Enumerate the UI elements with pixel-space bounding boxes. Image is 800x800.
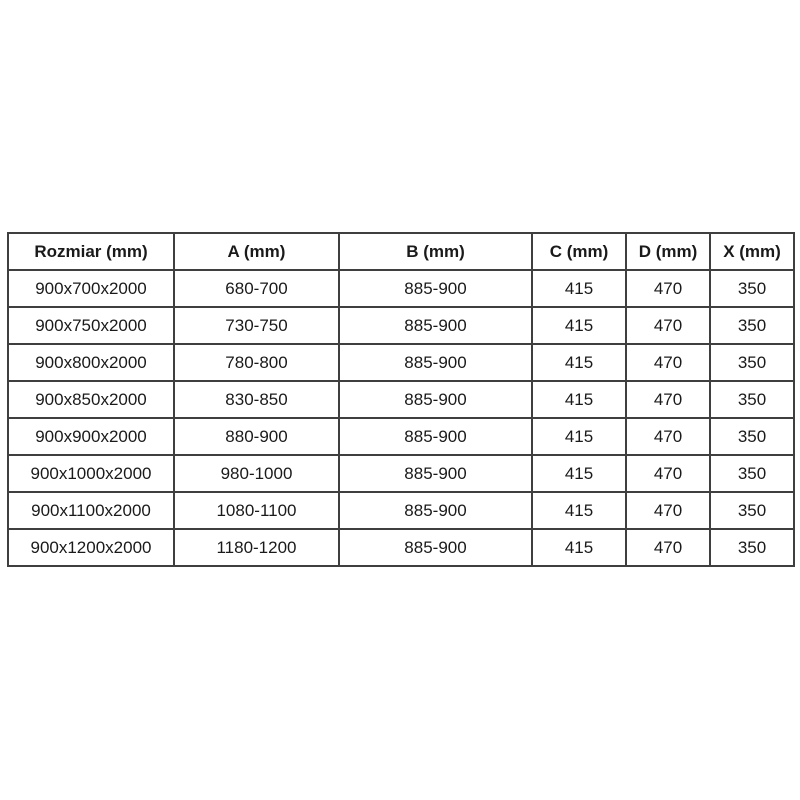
table-cell-c: 415	[531, 306, 627, 345]
table-cell-a: 680-700	[173, 269, 340, 308]
table-cell-x: 350	[709, 417, 795, 456]
table-cell-c: 415	[531, 528, 627, 567]
table-cell-x: 350	[709, 528, 795, 567]
table-cell-x: 350	[709, 491, 795, 530]
table-cell-d: 470	[625, 306, 711, 345]
table-cell-rozmiar: 900x1000x2000	[7, 454, 175, 493]
table-row: 900x700x2000 680-700 885-900 415 470 350	[7, 269, 795, 308]
column-header-d: D (mm)	[625, 232, 711, 271]
column-header-x: X (mm)	[709, 232, 795, 271]
dimensions-table: Rozmiar (mm) A (mm) B (mm) C (mm) D (mm) X (m…	[7, 232, 795, 567]
table-cell-b: 885-900	[338, 491, 533, 530]
table-cell-a: 1180-1200	[173, 528, 340, 567]
table-row: 900x1200x2000 1180-1200 885-900 415 470 350	[7, 528, 795, 567]
table-header-row: Rozmiar (mm) A (mm) B (mm) C (mm) D (mm) X (m…	[7, 232, 795, 271]
table-cell-a: 980-1000	[173, 454, 340, 493]
table-cell-rozmiar: 900x800x2000	[7, 343, 175, 382]
table-cell-b: 885-900	[338, 269, 533, 308]
column-header-c: C (mm)	[531, 232, 627, 271]
column-header-b: B (mm)	[338, 232, 533, 271]
table-cell-d: 470	[625, 269, 711, 308]
table-row: 900x900x2000 880-900 885-900 415 470 350	[7, 417, 795, 456]
table-cell-b: 885-900	[338, 343, 533, 382]
table-cell-x: 350	[709, 454, 795, 493]
table-cell-x: 350	[709, 306, 795, 345]
column-header-a: A (mm)	[173, 232, 340, 271]
table-cell-b: 885-900	[338, 528, 533, 567]
table-cell-rozmiar: 900x850x2000	[7, 380, 175, 419]
table-cell-d: 470	[625, 417, 711, 456]
table-row: 900x1100x2000 1080-1100 885-900 415 470 350	[7, 491, 795, 530]
table-cell-b: 885-900	[338, 306, 533, 345]
table-cell-rozmiar: 900x900x2000	[7, 417, 175, 456]
table-cell-x: 350	[709, 343, 795, 382]
table-cell-b: 885-900	[338, 417, 533, 456]
table-cell-rozmiar: 900x700x2000	[7, 269, 175, 308]
table-cell-x: 350	[709, 380, 795, 419]
table-cell-rozmiar: 900x750x2000	[7, 306, 175, 345]
column-header-rozmiar: Rozmiar (mm)	[7, 232, 175, 271]
table-cell-a: 1080-1100	[173, 491, 340, 530]
table-cell-d: 470	[625, 380, 711, 419]
table-cell-x: 350	[709, 269, 795, 308]
table-cell-a: 830-850	[173, 380, 340, 419]
table-row: 900x850x2000 830-850 885-900 415 470 350	[7, 380, 795, 419]
table-cell-c: 415	[531, 491, 627, 530]
table-cell-c: 415	[531, 417, 627, 456]
table-cell-d: 470	[625, 343, 711, 382]
table-cell-c: 415	[531, 454, 627, 493]
table-cell-a: 730-750	[173, 306, 340, 345]
table-cell-d: 470	[625, 454, 711, 493]
table-cell-d: 470	[625, 528, 711, 567]
table-cell-a: 880-900	[173, 417, 340, 456]
table-cell-rozmiar: 900x1100x2000	[7, 491, 175, 530]
table-cell-d: 470	[625, 491, 711, 530]
table-row: 900x750x2000 730-750 885-900 415 470 350	[7, 306, 795, 345]
table-cell-b: 885-900	[338, 380, 533, 419]
table-cell-a: 780-800	[173, 343, 340, 382]
table-cell-rozmiar: 900x1200x2000	[7, 528, 175, 567]
table-cell-b: 885-900	[338, 454, 533, 493]
table-cell-c: 415	[531, 380, 627, 419]
table-cell-c: 415	[531, 269, 627, 308]
table-row: 900x800x2000 780-800 885-900 415 470 350	[7, 343, 795, 382]
table-row: 900x1000x2000 980-1000 885-900 415 470 350	[7, 454, 795, 493]
table-body: 900x700x2000 680-700 885-900 415 470 350 900x7…	[7, 269, 795, 567]
table-cell-c: 415	[531, 343, 627, 382]
